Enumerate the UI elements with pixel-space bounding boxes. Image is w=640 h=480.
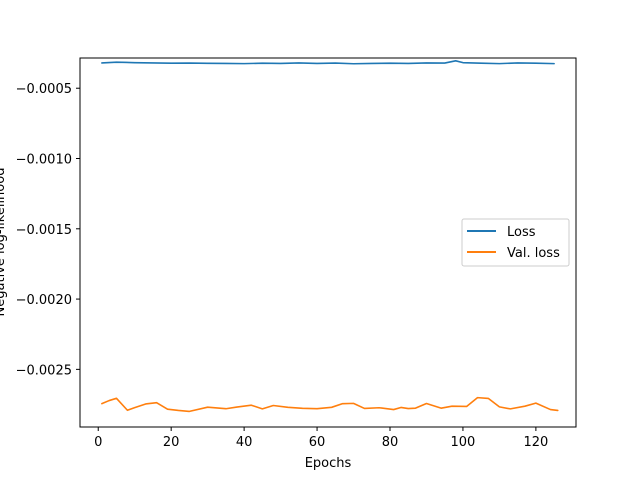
series-line-loss <box>101 60 555 65</box>
series-layer <box>101 60 559 413</box>
y-axis-label: Negative log-likelihood <box>0 168 8 317</box>
x-tick-label: 40 <box>236 435 253 450</box>
y-tick-label: −0.0020 <box>16 293 72 308</box>
y-tick-label: −0.0025 <box>16 363 72 378</box>
x-tick-label: 60 <box>309 435 326 450</box>
x-tick-label: 120 <box>523 435 548 450</box>
legend-label-loss: Loss <box>507 225 536 240</box>
x-axis-label: Epochs <box>305 456 352 471</box>
x-tick-label: 20 <box>163 435 180 450</box>
y-tick-label: −0.0010 <box>16 153 72 168</box>
x-tick-label: 0 <box>94 435 102 450</box>
y-tick-label: −0.0005 <box>16 82 72 97</box>
series-line-val-loss <box>101 396 559 413</box>
x-tick-label: 80 <box>382 435 399 450</box>
y-tick-label: −0.0015 <box>16 223 72 238</box>
y-axis: −0.0005 −0.0010 −0.0015 −0.0020 −0.0025 <box>16 82 80 378</box>
x-tick-label: 100 <box>451 435 476 450</box>
legend: Loss Val. loss <box>461 218 570 267</box>
x-axis: 0 20 40 60 80 100 120 <box>94 427 548 450</box>
legend-label-val-loss: Val. loss <box>507 246 560 261</box>
plot-frame <box>79 57 577 428</box>
